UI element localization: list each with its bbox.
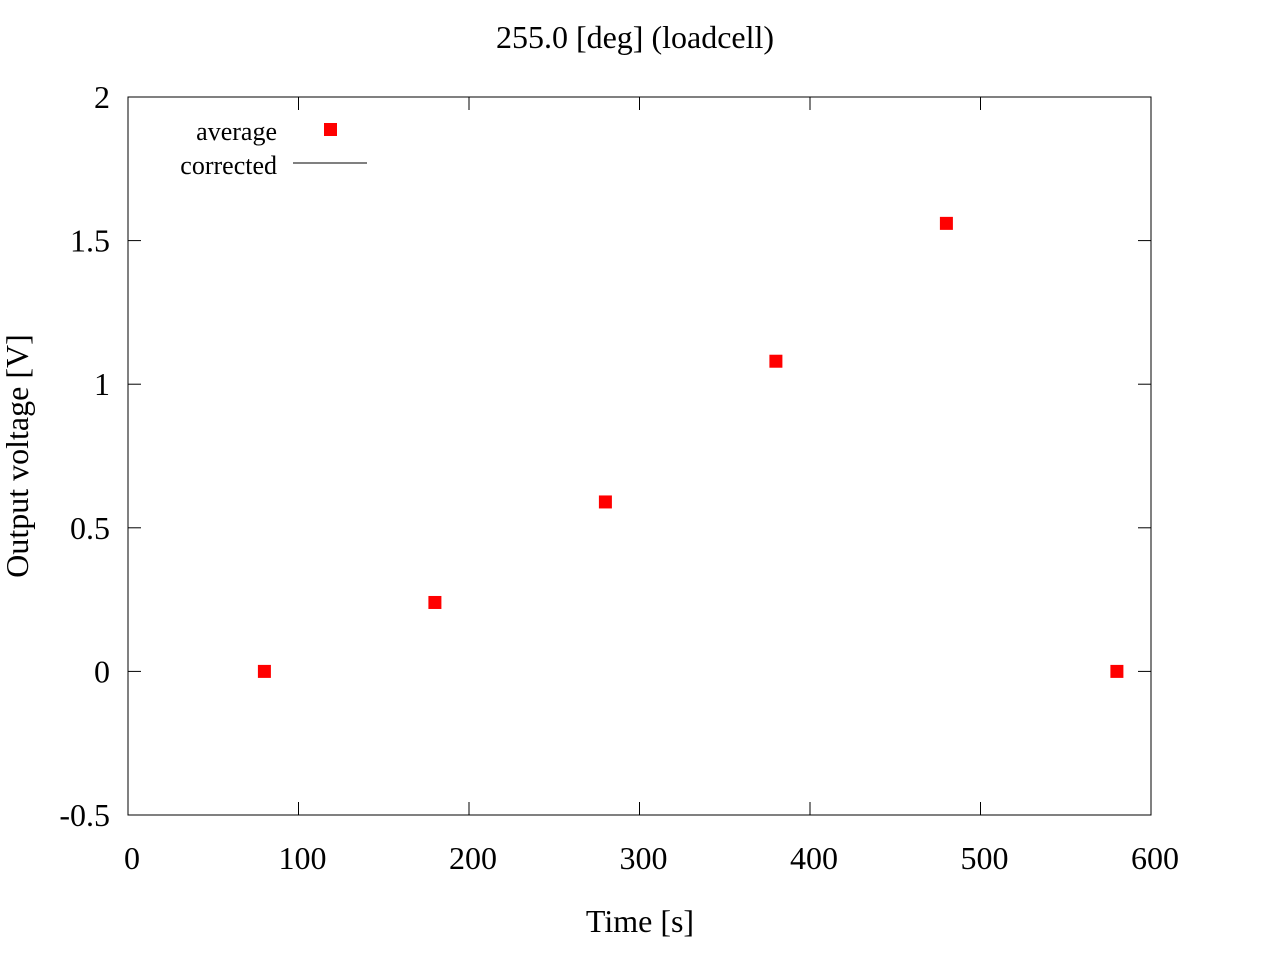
y-axis: -0.5 0 0.5 1 1.5 2: [59, 79, 1151, 833]
legend: average corrected: [180, 117, 367, 180]
x-tick-label: 500: [961, 840, 1009, 876]
y-tick-label: 1: [94, 366, 110, 402]
y-tick-label: -0.5: [59, 797, 110, 833]
y-tick-label: 0.5: [70, 510, 110, 546]
legend-marker-average: [324, 123, 337, 136]
x-tick-label: 600: [1131, 840, 1179, 876]
legend-label-average: average: [196, 117, 277, 146]
x-axis: 0 100 200 300 400 500 600: [124, 97, 1179, 876]
legend-label-corrected: corrected: [180, 151, 277, 180]
x-axis-label: Time [s]: [586, 903, 694, 939]
x-tick-label: 200: [449, 840, 497, 876]
y-axis-label: Output voltage [V]: [0, 334, 35, 578]
chart-title: 255.0 [deg] (loadcell): [496, 19, 774, 55]
x-tick-label: 400: [790, 840, 838, 876]
y-tick-label: 2: [94, 79, 110, 115]
data-point-average: [257, 664, 271, 678]
data-point-average: [428, 595, 442, 609]
y-tick-label: 0: [94, 653, 110, 689]
data-point-average: [1110, 664, 1124, 678]
data-point-average: [939, 216, 953, 230]
data-point-average: [598, 495, 612, 509]
x-tick-label: 100: [279, 840, 327, 876]
x-tick-label: 0: [124, 840, 140, 876]
x-tick-label: 300: [620, 840, 668, 876]
data-points: [257, 216, 1124, 678]
data-point-average: [769, 354, 783, 368]
plot-area-frame: [127, 96, 1152, 816]
y-tick-label: 1.5: [70, 223, 110, 259]
